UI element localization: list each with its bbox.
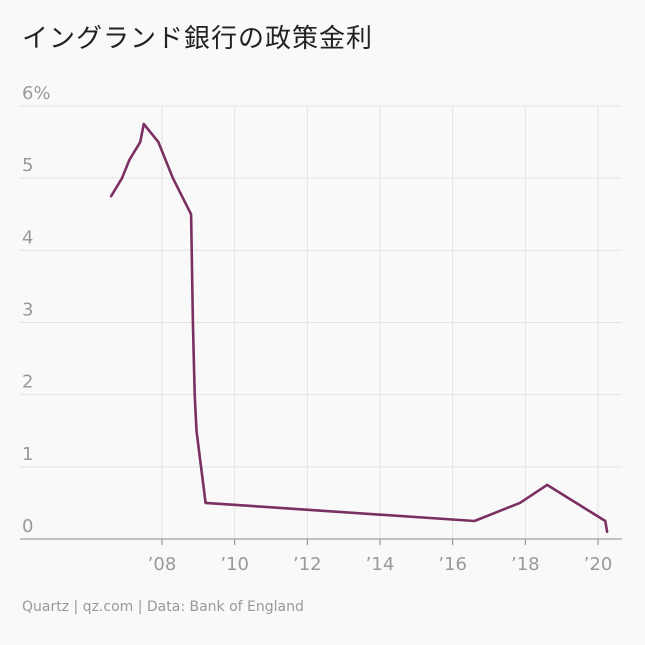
y-tick-label: 1 [22, 444, 33, 465]
x-tick-label: ’12 [293, 554, 322, 575]
series-line-policy-rate [109, 122, 609, 534]
y-tick-label: 6% [22, 83, 51, 104]
tick-labels: 0 1 2 3 4 5 6% ’08 ’10 ’12 ’14 ’16 ’18 ’20 [22, 83, 612, 575]
x-tick-label: ’10 [220, 554, 249, 575]
x-tick-label: ’18 [511, 554, 540, 575]
y-tick-label: 3 [22, 300, 33, 321]
x-tick-label: ’14 [366, 554, 395, 575]
chart-title: イングランド銀行の政策金利 [22, 24, 374, 54]
axes [20, 538, 622, 545]
y-tick-label: 5 [22, 155, 33, 176]
x-tick-label: ’08 [148, 554, 177, 575]
x-tick-label: ’20 [584, 554, 613, 575]
y-tick-label: 2 [22, 372, 33, 393]
gridlines [20, 105, 622, 539]
y-tick-label: 0 [22, 516, 33, 537]
y-tick-label: 4 [22, 227, 33, 248]
source-footer: Quartz | qz.com | Data: Bank of England [22, 599, 304, 615]
series-lines [109, 122, 609, 534]
x-tick-label: ’16 [438, 554, 467, 575]
